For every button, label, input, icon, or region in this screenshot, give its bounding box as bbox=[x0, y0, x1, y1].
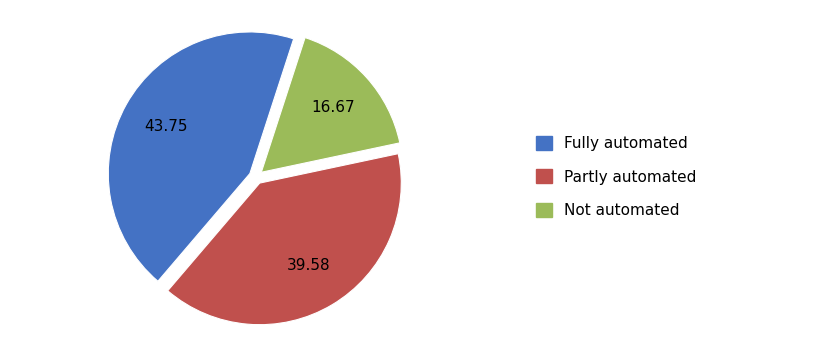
Wedge shape bbox=[108, 32, 293, 281]
Text: 16.67: 16.67 bbox=[311, 100, 354, 115]
Legend: Fully automated, Partly automated, Not automated: Fully automated, Partly automated, Not a… bbox=[536, 136, 696, 218]
Text: 43.75: 43.75 bbox=[144, 119, 188, 134]
Wedge shape bbox=[168, 154, 401, 325]
Text: 39.58: 39.58 bbox=[287, 258, 330, 273]
Wedge shape bbox=[261, 38, 400, 172]
